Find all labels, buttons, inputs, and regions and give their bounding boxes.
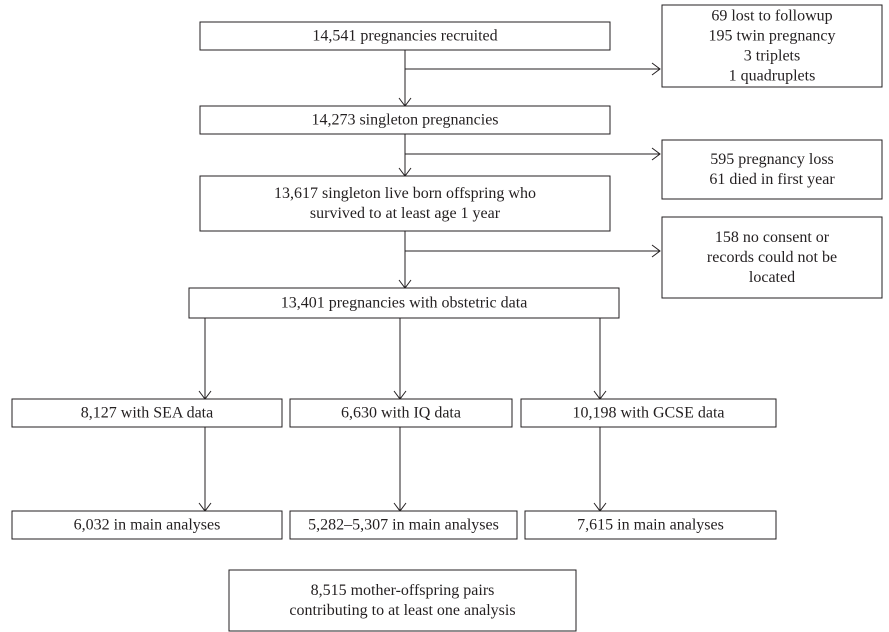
node-label: 195 twin pregnancy [708,28,835,45]
node-box [11,510,283,540]
node: 14,273 singleton pregnancies [199,105,611,135]
node-box [520,398,777,428]
node: 13,617 singleton live born offspring who… [199,175,611,232]
node: 6,630 with IQ data [289,398,513,428]
node-box [228,569,577,632]
node: 8,127 with SEA data [11,398,283,428]
node-label: 6,032 in main analyses [74,517,221,534]
node: 10,198 with GCSE data [520,398,777,428]
node-label: 6,630 with IQ data [341,405,461,422]
node-box [199,105,611,135]
node-label: 158 no consent or [715,229,830,246]
node-label: 69 lost to followup [711,8,832,25]
node: 14,541 pregnancies recruited [199,21,611,51]
node-box [188,287,620,319]
node-box [524,510,777,540]
node-box [11,398,283,428]
connectors [204,50,660,511]
arrowhead [651,147,661,161]
node-box [289,510,518,540]
node-label: 7,615 in main analyses [577,517,724,534]
node-label: 3 triplets [744,48,800,65]
node-label: 13,617 singleton live born offspring who [274,185,536,202]
node-label: 14,541 pregnancies recruited [312,28,497,45]
node-label: contributing to at least one analysis [289,602,515,619]
node-label: 5,282–5,307 in main analyses [308,517,499,534]
node: 69 lost to followup 195 twin pregnancy 3 t… [661,4,883,88]
node: 158 no consent or records could not be loc… [661,216,883,299]
arrowhead [651,62,661,76]
node-label: 14,273 singleton pregnancies [311,112,498,129]
node: 595 pregnancy loss 61 died in first year [661,139,883,200]
node-label: 61 died in first year [709,171,835,188]
node-label: 8,127 with SEA data [81,405,213,422]
arrowhead [651,244,661,258]
node-label: 8,515 mother-offspring pairs [311,582,495,599]
node-box [289,398,513,428]
node-box [661,139,883,200]
node-label: survived to at least age 1 year [310,205,501,222]
node: 13,401 pregnancies with obstetric data [188,287,620,319]
node: 7,615 in main analyses [524,510,777,540]
node: 6,032 in main analyses [11,510,283,540]
node-label: 595 pregnancy loss [710,151,834,168]
node-label: 13,401 pregnancies with obstetric data [281,295,528,312]
node-label: 10,198 with GCSE data [573,405,725,422]
node-label: located [749,269,795,286]
node-box [199,175,611,232]
node-box [199,21,611,51]
node: 8,515 mother-offspring pairs contributing… [228,569,577,632]
node-label: records could not be [707,249,837,266]
node-box [661,4,883,88]
node-box [661,216,883,299]
node: 5,282–5,307 in main analyses [289,510,518,540]
node-label: 1 quadruplets [729,68,816,85]
